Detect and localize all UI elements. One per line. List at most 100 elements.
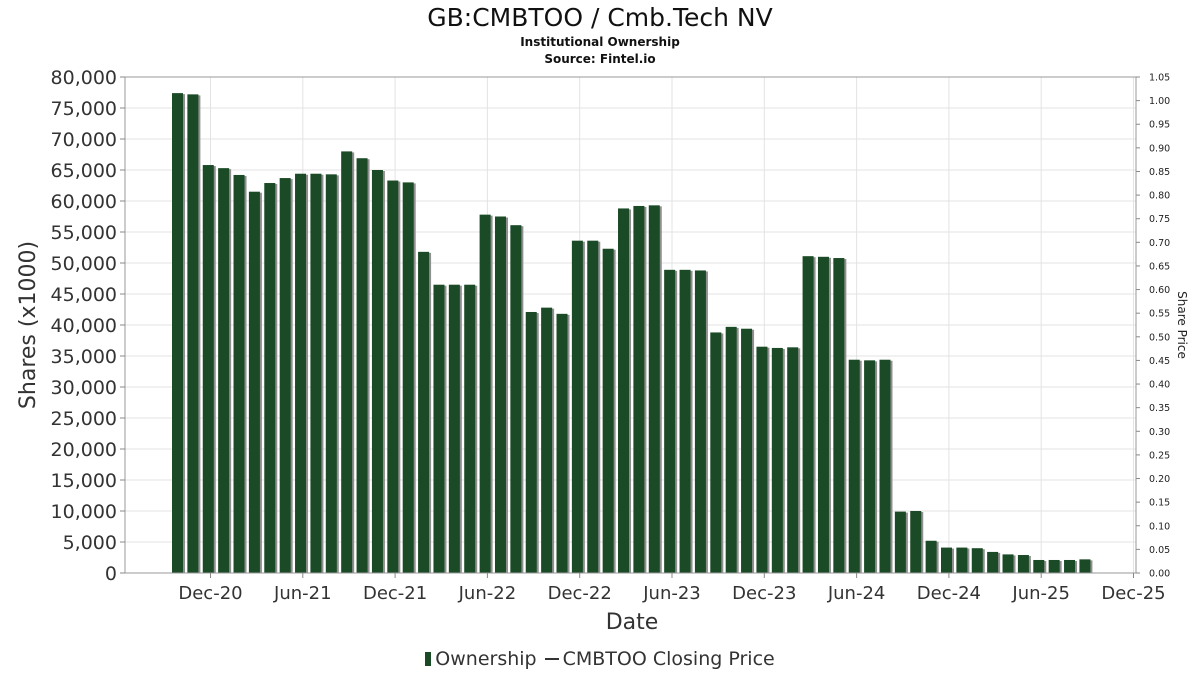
y2-tick-label: 0.15: [1149, 498, 1170, 509]
x-tick-label: Jun-23: [642, 583, 701, 604]
y-tick-label: 75,000: [51, 98, 117, 120]
y2-tick-label: 0.35: [1149, 403, 1170, 414]
bar-series-ownership: [172, 93, 1093, 574]
bar: [802, 256, 814, 573]
chart-source: Source: Fintel.io: [544, 52, 656, 66]
y2-axis-label: Share Price: [1175, 291, 1189, 359]
bar: [279, 178, 291, 573]
y2-tick-label: 0.10: [1149, 521, 1170, 532]
x-tick-label: Dec-25: [1101, 583, 1165, 604]
bar: [494, 216, 506, 573]
bar: [264, 183, 276, 573]
bar: [864, 360, 876, 573]
legend-swatch-ownership: [425, 651, 432, 666]
bar: [433, 284, 445, 573]
chart-title: GB:CMBTOO / Cmb.Tech NV: [427, 3, 773, 32]
bar: [541, 307, 553, 573]
bar: [710, 332, 722, 573]
bar: [371, 170, 383, 573]
y-tick-label: 50,000: [51, 253, 117, 275]
legend: Ownership CMBTOO Closing Price: [0, 647, 1200, 670]
bar: [941, 547, 952, 573]
y2-tick-label: 0.65: [1149, 261, 1170, 272]
y-tick-label: 10,000: [51, 501, 117, 523]
bar: [356, 158, 368, 573]
bar: [525, 311, 537, 573]
y-tick-label: 40,000: [51, 315, 117, 337]
y2-tick-label: 0.55: [1149, 309, 1170, 320]
bar: [648, 205, 660, 573]
bar: [402, 182, 414, 573]
y-tick-label: 15,000: [51, 470, 117, 492]
bar: [248, 191, 260, 573]
bar: [464, 284, 476, 573]
x-tick-label: Jun-22: [458, 583, 517, 604]
bar: [817, 256, 829, 573]
y-axis-ticks: 0 5,000 10,000 15,000 20,000 25,000 30,000 35,0…: [51, 67, 125, 585]
y2-tick-label: 0.20: [1149, 474, 1170, 485]
bar: [418, 251, 430, 573]
bar: [387, 180, 399, 574]
y-tick-label: 5,000: [63, 532, 117, 554]
y-tick-label: 60,000: [51, 191, 117, 213]
bar: [172, 93, 183, 574]
y2-tick-label: 0.80: [1149, 191, 1170, 202]
bar: [295, 173, 307, 573]
y-tick-label: 65,000: [51, 160, 117, 182]
bar: [1064, 559, 1076, 573]
bar: [679, 269, 691, 573]
legend-label-ownership: Ownership: [435, 647, 537, 670]
y-tick-label: 35,000: [51, 346, 117, 368]
x-tick-label: Dec-24: [917, 583, 981, 604]
bar: [448, 284, 460, 573]
chart-subtitle: Institutional Ownership: [520, 35, 680, 49]
x-tick-label: Jun-21: [273, 583, 332, 604]
bar: [879, 359, 891, 573]
bar: [833, 258, 845, 573]
bar: [664, 269, 676, 573]
bar: [787, 347, 799, 573]
bar: [1017, 555, 1029, 573]
x-tick-label: Jun-24: [827, 583, 886, 604]
y2-tick-label: 0.75: [1149, 214, 1170, 225]
bar: [741, 328, 753, 573]
bar: [848, 359, 860, 573]
bar: [618, 208, 630, 573]
y2-tick-label: 0.85: [1149, 167, 1170, 178]
y2-tick-label: 0.25: [1149, 450, 1170, 461]
bar: [910, 511, 922, 573]
bar: [202, 165, 214, 574]
bar: [971, 548, 983, 573]
bar: [571, 240, 583, 573]
bar: [233, 174, 245, 573]
y-tick-label: 25,000: [51, 408, 117, 430]
bar: [1048, 559, 1060, 573]
bar: [1002, 554, 1014, 573]
x-tick-label: Dec-21: [363, 583, 427, 604]
bar: [1033, 559, 1045, 573]
bar: [510, 225, 522, 573]
y2-tick-label: 0.30: [1149, 427, 1170, 438]
bar: [771, 347, 783, 573]
y2-tick-label: 1.00: [1149, 96, 1170, 107]
y-tick-label: 45,000: [51, 284, 117, 306]
bar: [218, 168, 230, 573]
y-tick-label: 55,000: [51, 222, 117, 244]
bar: [325, 174, 337, 573]
y2-tick-label: 0.40: [1149, 380, 1170, 391]
y-tick-label: 0: [105, 563, 117, 585]
bar: [987, 551, 999, 573]
bar: [587, 240, 599, 573]
y-axis-label: Shares (x1000): [16, 241, 41, 409]
bar: [925, 540, 937, 573]
y-tick-label: 20,000: [51, 439, 117, 461]
y2-tick-label: 0.45: [1149, 356, 1170, 367]
y2-tick-label: 0.00: [1149, 569, 1170, 580]
bar: [556, 313, 568, 573]
bar: [633, 205, 645, 573]
bar: [479, 214, 491, 573]
x-tick-label: Dec-23: [732, 583, 796, 604]
legend-label-price: CMBTOO Closing Price: [562, 647, 775, 670]
y2-axis-ticks: 0.00 0.05 0.10 0.15 0.20 0.25 0.30 0.35 0.40 0.45…: [1136, 73, 1170, 580]
